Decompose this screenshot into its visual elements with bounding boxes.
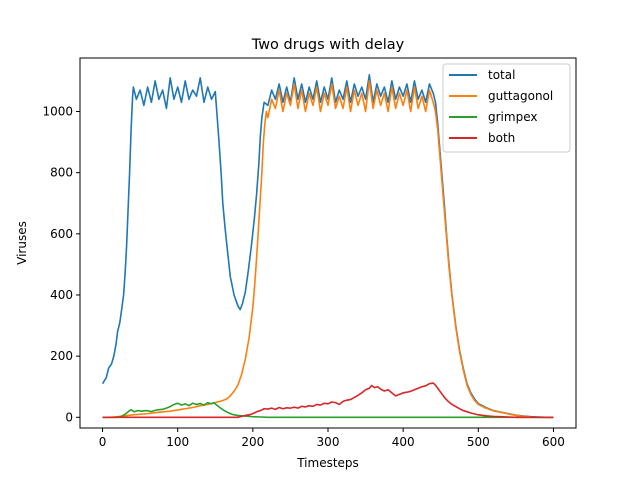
series-group: [101, 74, 554, 419]
series-line-grimpex: [102, 401, 554, 419]
legend-label-both: both: [488, 131, 515, 145]
y-tick-label: 200: [50, 349, 73, 363]
legend-box: [442, 63, 571, 153]
y-tick-label: 800: [50, 166, 73, 180]
y-axis-label: Viruses: [15, 221, 29, 265]
legend-label-total: total: [488, 68, 515, 82]
x-axis-label: Timesteps: [296, 456, 359, 470]
series-line-guttagonol: [102, 80, 554, 419]
x-tick-label: 100: [166, 435, 189, 449]
y-tick-label: 600: [50, 227, 73, 241]
x-tick-label: 200: [241, 435, 264, 449]
y-axis-ticks: 0 200 400 600 800 1000: [42, 105, 80, 424]
chart-title: Two drugs with delay: [251, 37, 405, 53]
x-tick-label: 300: [317, 435, 340, 449]
y-tick-label: 400: [50, 288, 73, 302]
legend-label-grimpex: grimpex: [488, 110, 537, 124]
x-tick-label: 600: [542, 435, 565, 449]
legend-label-guttagonol: guttagonol: [488, 89, 553, 103]
series-line-both: [102, 382, 554, 419]
x-axis-ticks: 0 100 200 300 400 500 600: [99, 428, 565, 449]
x-tick-label: 400: [392, 435, 415, 449]
x-tick-label: 500: [467, 435, 490, 449]
legend: total guttagonol grimpex both: [442, 63, 571, 153]
x-tick-label: 0: [99, 435, 107, 449]
y-tick-label: 1000: [42, 105, 73, 119]
y-tick-label: 0: [65, 410, 73, 424]
